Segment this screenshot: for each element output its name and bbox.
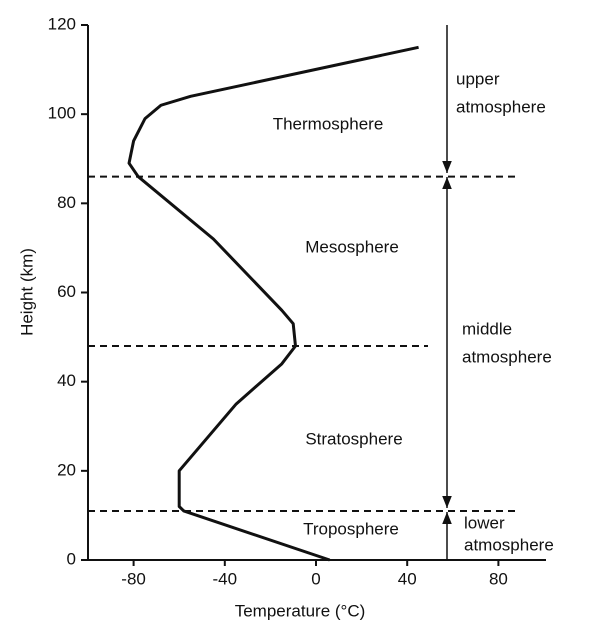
- region-label: middle: [462, 319, 512, 338]
- y-tick-label: 40: [57, 371, 76, 390]
- x-tick-label: -40: [213, 569, 238, 588]
- x-tick-label: 40: [398, 569, 417, 588]
- region-label: lower: [464, 513, 505, 532]
- x-tick-label: -80: [121, 569, 146, 588]
- y-tick-label: 20: [57, 460, 76, 479]
- layer-label: Stratosphere: [305, 429, 402, 448]
- region-label: atmosphere: [456, 97, 546, 116]
- y-axis-label: Height (km): [17, 248, 36, 336]
- y-tick-label: 80: [57, 193, 76, 212]
- layer-label: Thermosphere: [273, 114, 384, 133]
- y-tick-label: 120: [48, 14, 76, 33]
- region-label: atmosphere: [462, 347, 552, 366]
- temperature-line: [127, 45, 419, 562]
- layer-label: Troposphere: [303, 519, 399, 538]
- x-tick-label: 0: [311, 569, 320, 588]
- layer-label: Mesosphere: [305, 237, 399, 256]
- x-tick-label: 80: [489, 569, 508, 588]
- y-tick-label: 0: [67, 549, 76, 568]
- x-axis-label: Temperature (°C): [235, 601, 366, 620]
- region-label: atmosphere: [464, 535, 554, 554]
- y-tick-label: 60: [57, 282, 76, 301]
- region-label: upper: [456, 69, 500, 88]
- y-tick-label: 100: [48, 104, 76, 123]
